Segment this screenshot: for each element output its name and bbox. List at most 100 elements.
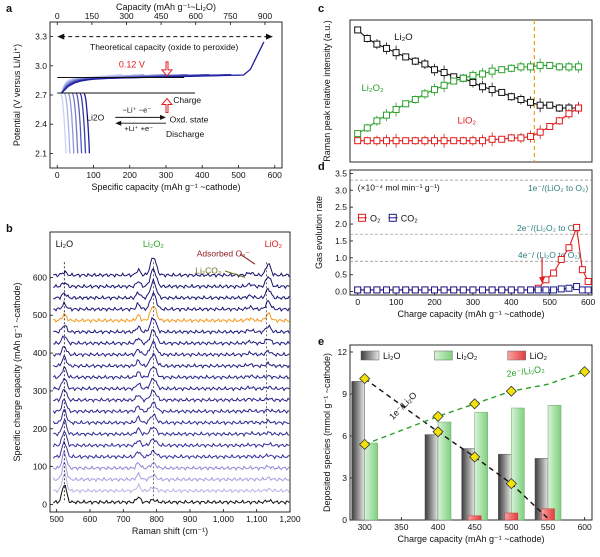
panel-e-y-tick-label-2: 6 [342,431,347,441]
panel-c-marker-0-15 [498,88,506,96]
panel-a-up-arrow [160,97,174,114]
panel-d-y-tick-label-0: 0.0 [335,287,347,297]
panel-d-marker-1-14 [488,286,496,294]
panel-d-marker-1-19 [534,286,542,294]
panel-b-x-tick-label-3: 800 [150,514,164,524]
panel-d-marker-1-3 [382,286,390,294]
panel-a-top-tick-label-1: 150 [85,11,99,21]
panel-d-y-tick-label-4: 2.0 [335,219,347,229]
panel-e-x-tick-label-5: 550 [541,522,555,532]
panel-a-li2o-label: Li2O [86,112,104,122]
panel-a-discharge-curve-2 [67,92,75,154]
panel-c-marker-2-3 [382,137,390,145]
panel-c-marker-2-21 [555,117,563,125]
panel-d-marker-1-2 [373,286,381,294]
panel-c-marker-2-19 [536,128,544,136]
panel-c-marker-2-15 [498,135,506,143]
panel-e-x-tick-label-4: 500 [504,522,518,532]
panel-c-marker-1-14 [488,67,496,75]
panel-d-ref-label-2: 4e⁻/ (Li₂O to O₂) [518,250,581,260]
panel-d-marker-1-18 [527,286,535,294]
panel-d-marker-1-26 [584,286,592,294]
panel-e-x-tick-label-0: 300 [358,522,372,532]
panel-c-series-label-0: Li₂O [394,32,412,43]
panel-d-x-tick-label-6: 600 [581,297,595,307]
panel-a-oxd-label: Oxd. state [170,114,209,124]
panel-d-frame [349,169,593,296]
panel-d-marker-1-16 [507,286,515,294]
panel-c-marker-1-4 [392,105,400,113]
panel-a-minus-li: −Li⁺ −e⁻ [123,106,152,115]
panel-b-ylabel: Specific charge capacity (mAh g⁻¹ ~catho… [12,282,22,461]
panel-c-line-0 [357,29,579,109]
panel-b-spectrum-6 [53,419,290,437]
panel-a-plus-li: +Li⁺ +e⁻ [124,124,153,133]
panel-c-marker-2-5 [402,137,410,145]
panel-d-y-tick-label-1: 0.5 [335,270,347,280]
panel-c-marker-2-11 [459,137,467,145]
panel-c-marker-1-16 [507,64,515,72]
panel-d-marker-1-8 [431,286,439,294]
panel-e-y-tick-label-3: 9 [342,389,347,399]
panel-d-marker-1-7 [421,286,429,294]
panel-b-x-tick-label-7: 1,200 [279,514,301,524]
panel-d-marker-1-22 [557,285,565,293]
panel-c-marker-2-16 [507,134,515,142]
panel-e-li2o-diamond-0 [359,373,371,385]
panel-b-spectrum-14 [53,329,290,347]
panel-a-x-tick-label-2: 200 [123,170,137,180]
panel-d-marker-0-23 [565,244,573,252]
panel-a-discharge-label: Discharge [166,129,205,139]
panel-d-marker-1-12 [469,286,477,294]
panel-b-xlabel: Raman shift (cm⁻¹) [132,526,208,536]
panel-c-marker-2-1 [363,137,371,145]
panel-e-legend-swatch-0 [360,350,380,361]
panel-d-marker-1-9 [440,286,448,294]
panel-a-top-tick-label-2: 300 [119,11,133,21]
panel-c-marker-0-3 [382,44,390,52]
panel-a-discharge-curve-1 [63,92,71,154]
panel-e-x-tick-label-2: 400 [431,522,445,532]
panel-c-marker-0-17 [517,96,525,104]
panel-d-marker-0-21 [550,269,558,277]
panel-d-marker-1-0 [354,286,362,294]
panel-d-x-tick-label-4: 400 [504,297,518,307]
panel-d-marker-1-15 [498,286,506,294]
panel-c-marker-1-17 [517,63,525,71]
panel-b-y-tick-label-6: 600 [33,272,47,282]
panel-d-marker-1-21 [550,286,558,294]
panel-a-top-tick-label-3: 450 [154,11,168,21]
panel-c-marker-1-19 [536,61,544,69]
panel-a-x-tick-label-0: 0 [55,170,60,180]
panel-d-xlabel: Charge capacity (mAh g⁻¹ ~cathode) [397,309,544,319]
panel-d-ref-label-0: 1e⁻/(LiO₂ to O₂) [528,183,588,193]
panel-e-trend-li2o-label: 1e⁻/Li₂O [387,390,419,422]
panel-c-marker-1-10 [450,77,458,85]
panel-c-marker-2-0 [354,137,362,145]
panel-d-x-tick-label-5: 500 [543,297,557,307]
panel-c-marker-0-14 [488,86,496,94]
panel-d-marker-0-24 [573,223,581,231]
panel-d-letter: d [318,161,325,173]
panel-c-marker-1-7 [421,90,429,98]
panel-b-spectrum-2 [52,461,290,483]
panel-c-marker-0-5 [402,53,410,61]
panel-b-lio2-label: LiO₂ [265,239,283,249]
panel-a-ylabel: Potential (V versus Li/Li⁺) [12,44,22,146]
panel-c-marker-0-2 [373,40,381,48]
panel-a-x-tick-label-6: 600 [268,170,282,180]
panel-b-spectrum-18 [53,277,290,301]
panel-c-marker-1-18 [527,63,535,71]
panel-d-unit-note: (×10⁻⁴ mol min⁻¹ g⁻¹) [358,182,440,192]
panel-a-y-tick-label-2: 2.7 [35,90,47,100]
panel-a-theoretical-label: Theoretical capacity (oxide to peroxide) [90,42,239,52]
panel-d-y-tick-label-7: 3.5 [335,168,347,178]
panel-c-marker-0-13 [479,83,487,91]
panel-e-bar-li2o2-1 [437,421,452,521]
panel-c-marker-2-23 [575,104,583,112]
panel-b-y-tick-label-3: 300 [33,386,47,396]
panel-b-spectrum-1 [53,472,290,494]
panel-b-x-tick-label-2: 700 [116,514,130,524]
panel-e-x-tick-label-1: 350 [394,522,408,532]
panel-b-li2co3-label: Li₂CO₃ [195,266,221,276]
